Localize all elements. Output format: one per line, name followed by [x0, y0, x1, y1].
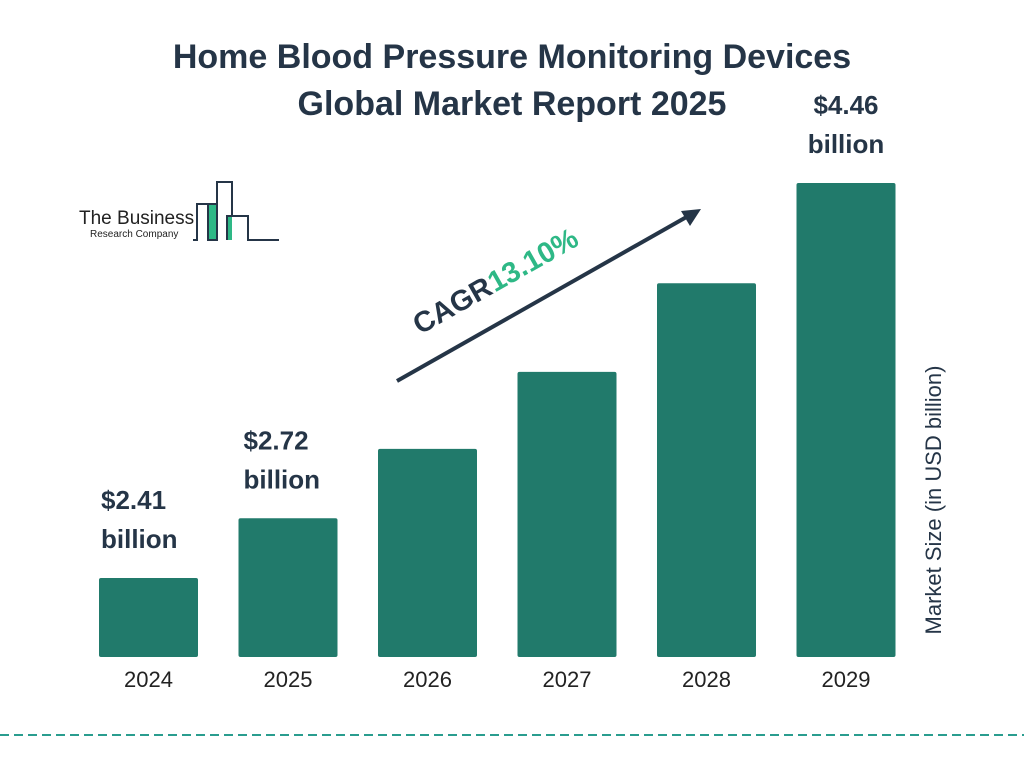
x-tick-label: 2028 [682, 667, 731, 692]
data-labels: $2.41 billion $2.72 billion $4.46 billion [101, 90, 884, 554]
cagr-arrow-line [396, 213, 691, 383]
data-label-2024-line1: $2.41 [101, 485, 166, 515]
logo-skyline [193, 181, 279, 241]
bar-2025 [238, 518, 338, 657]
y-axis-label: Market Size (in USD billion) [921, 366, 946, 635]
x-tick-label: 2027 [543, 667, 592, 692]
bar-2029 [796, 183, 896, 657]
cagr-arrow-head [681, 209, 701, 226]
chart-title-line1: Home Blood Pressure Monitoring Devices [172, 38, 852, 76]
logo-bar-green-1 [208, 204, 217, 240]
data-label-2025-line1: $2.72 [244, 425, 309, 455]
x-tick-label: 2025 [264, 667, 313, 692]
chart-title-line2: Global Market Report 2025 [297, 85, 727, 123]
bar-2028 [657, 283, 756, 657]
bar-2024 [99, 578, 198, 657]
x-tick-label: 2026 [403, 667, 452, 692]
x-tick-label: 2024 [124, 667, 173, 692]
cagr-annotation: CAGR 13.10% [396, 209, 701, 383]
data-label-2024-line2: billion [101, 524, 178, 554]
cagr-value: 13.10% [483, 222, 585, 298]
data-label-2029-line1: $4.46 [813, 90, 878, 120]
data-label-2029-line2: billion [808, 129, 885, 159]
logo: The Business Research Company [79, 181, 279, 241]
bars [99, 183, 896, 657]
data-label-2025-line2: billion [244, 464, 321, 494]
logo-text-line1: The Business [79, 208, 194, 229]
x-axis-ticks: 2024 2025 2026 2027 2028 2029 [124, 667, 870, 692]
logo-bar-green-2 [227, 216, 232, 240]
x-tick-label: 2029 [822, 667, 871, 692]
logo-text-line2: Research Company [90, 229, 178, 240]
bar-2026 [378, 448, 477, 657]
bar-2027 [517, 371, 617, 657]
logo-skyline-inner [226, 215, 232, 240]
